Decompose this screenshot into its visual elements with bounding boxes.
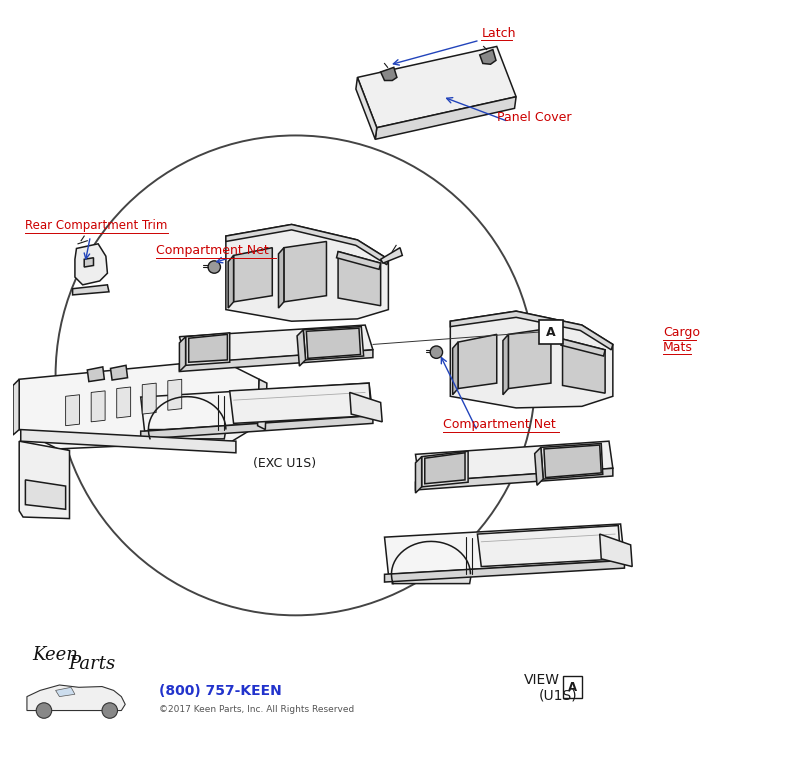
Circle shape bbox=[102, 703, 118, 718]
Circle shape bbox=[208, 261, 221, 273]
Polygon shape bbox=[458, 334, 497, 389]
Polygon shape bbox=[189, 334, 227, 362]
Polygon shape bbox=[26, 480, 66, 509]
Polygon shape bbox=[91, 391, 105, 422]
Polygon shape bbox=[385, 560, 625, 582]
Polygon shape bbox=[179, 350, 373, 372]
Polygon shape bbox=[600, 534, 632, 567]
Polygon shape bbox=[27, 685, 126, 711]
Polygon shape bbox=[508, 328, 551, 389]
Polygon shape bbox=[450, 311, 613, 408]
Polygon shape bbox=[562, 339, 605, 393]
Text: Latch: Latch bbox=[482, 27, 516, 40]
Polygon shape bbox=[13, 379, 19, 435]
Polygon shape bbox=[356, 77, 377, 139]
Circle shape bbox=[430, 346, 442, 358]
Text: (EXC U1S): (EXC U1S) bbox=[253, 457, 316, 470]
Text: Panel Cover: Panel Cover bbox=[497, 111, 571, 124]
Polygon shape bbox=[55, 687, 75, 697]
Polygon shape bbox=[75, 244, 107, 285]
Text: (800) 757-KEEN: (800) 757-KEEN bbox=[158, 684, 282, 698]
Polygon shape bbox=[534, 447, 543, 485]
Polygon shape bbox=[73, 285, 109, 295]
Polygon shape bbox=[186, 333, 230, 365]
Polygon shape bbox=[453, 342, 458, 395]
Polygon shape bbox=[228, 255, 234, 308]
Polygon shape bbox=[110, 365, 127, 380]
Polygon shape bbox=[392, 574, 471, 584]
Circle shape bbox=[36, 703, 52, 718]
Polygon shape bbox=[337, 252, 381, 269]
FancyBboxPatch shape bbox=[539, 320, 562, 344]
Polygon shape bbox=[358, 46, 516, 128]
Text: Keen: Keen bbox=[32, 646, 78, 664]
Polygon shape bbox=[415, 468, 613, 490]
Polygon shape bbox=[297, 330, 306, 366]
Text: Compartment Net: Compartment Net bbox=[156, 244, 269, 257]
Polygon shape bbox=[303, 327, 364, 360]
Text: VIEW: VIEW bbox=[524, 673, 560, 687]
Polygon shape bbox=[141, 383, 373, 431]
Polygon shape bbox=[284, 241, 326, 302]
Polygon shape bbox=[415, 457, 422, 493]
Polygon shape bbox=[19, 441, 70, 519]
Polygon shape bbox=[350, 392, 382, 422]
Text: ©2017 Keen Parts, Inc. All Rights Reserved: ©2017 Keen Parts, Inc. All Rights Reserv… bbox=[158, 704, 354, 714]
Polygon shape bbox=[226, 224, 388, 321]
Polygon shape bbox=[415, 441, 613, 482]
Polygon shape bbox=[87, 367, 104, 382]
Text: Mats: Mats bbox=[663, 341, 693, 354]
Polygon shape bbox=[258, 379, 267, 430]
Polygon shape bbox=[375, 97, 516, 139]
Polygon shape bbox=[226, 224, 388, 265]
Polygon shape bbox=[141, 416, 373, 439]
Text: Rear Compartment Trim: Rear Compartment Trim bbox=[25, 219, 167, 232]
Polygon shape bbox=[117, 387, 130, 418]
Polygon shape bbox=[381, 248, 402, 263]
Text: Compartment Net: Compartment Net bbox=[442, 418, 555, 431]
Bar bbox=[562, 676, 582, 698]
Polygon shape bbox=[306, 328, 361, 358]
Polygon shape bbox=[278, 248, 284, 308]
Polygon shape bbox=[84, 258, 94, 267]
Circle shape bbox=[55, 135, 535, 615]
Polygon shape bbox=[541, 444, 602, 479]
Polygon shape bbox=[179, 325, 373, 364]
Polygon shape bbox=[179, 337, 186, 372]
Polygon shape bbox=[149, 430, 226, 439]
Polygon shape bbox=[234, 248, 272, 302]
Polygon shape bbox=[503, 334, 508, 395]
Polygon shape bbox=[66, 395, 79, 426]
Polygon shape bbox=[142, 383, 156, 414]
Polygon shape bbox=[422, 451, 468, 487]
Text: (U1S): (U1S) bbox=[538, 689, 577, 703]
Polygon shape bbox=[480, 50, 496, 64]
Polygon shape bbox=[425, 453, 465, 484]
Polygon shape bbox=[561, 339, 605, 356]
Polygon shape bbox=[168, 379, 182, 410]
Text: A: A bbox=[546, 326, 556, 338]
Polygon shape bbox=[338, 252, 381, 306]
Polygon shape bbox=[21, 430, 236, 453]
Text: A: A bbox=[568, 681, 577, 694]
Text: Parts: Parts bbox=[69, 656, 116, 673]
Polygon shape bbox=[19, 360, 259, 449]
Polygon shape bbox=[450, 311, 613, 350]
Polygon shape bbox=[381, 67, 397, 80]
Polygon shape bbox=[544, 445, 602, 478]
Polygon shape bbox=[230, 383, 371, 423]
Text: Cargo: Cargo bbox=[663, 326, 700, 339]
Polygon shape bbox=[478, 526, 621, 567]
Polygon shape bbox=[385, 524, 625, 574]
